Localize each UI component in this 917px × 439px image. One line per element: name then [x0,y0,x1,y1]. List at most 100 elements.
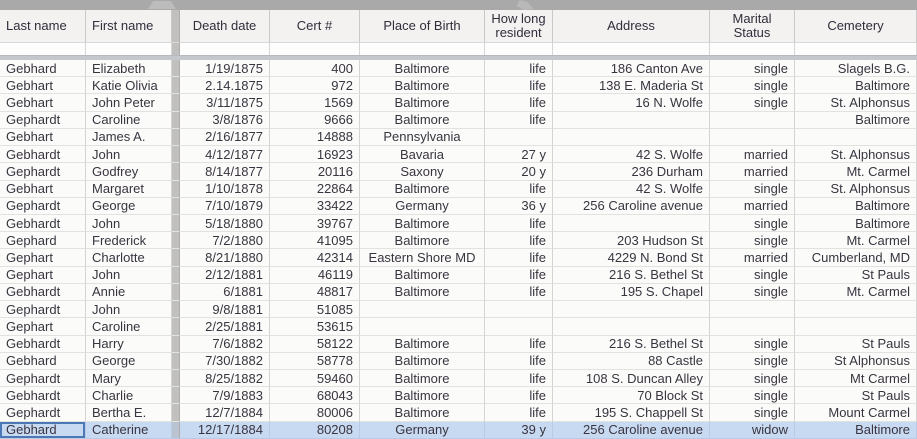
cell[interactable]: 236 Durham [553,163,710,181]
cell[interactable]: Germany [360,421,485,439]
cell[interactable] [485,301,553,319]
cell[interactable]: Saxony [360,163,485,181]
cell[interactable]: Gebhardt [0,387,86,405]
cell[interactable] [710,128,795,147]
cell[interactable]: 48817 [270,283,360,302]
cell[interactable]: 22864 [270,180,360,198]
cell[interactable]: Katie Olivia [86,77,172,95]
cell[interactable]: Gebhart [0,77,86,95]
cell[interactable]: Baltimore [360,60,485,78]
cell[interactable]: 39 y [485,421,553,439]
cell[interactable] [360,301,485,319]
cell[interactable]: St. Alphonsus [795,146,917,164]
cell[interactable]: St Pauls [795,387,917,405]
cell[interactable]: 3/8/1876 [180,111,270,129]
cell[interactable]: life [485,352,553,370]
cell[interactable]: 7/6/1882 [180,335,270,353]
header-cell[interactable]: Place of Birth [360,10,485,43]
cell[interactable]: 12/17/1884 [180,421,270,439]
cell[interactable]: 3/11/1875 [180,94,270,112]
cell[interactable] [553,111,710,129]
cell[interactable]: Baltimore [795,421,917,439]
cell[interactable]: Gebhard [0,352,86,370]
cell[interactable]: 4/12/1877 [180,146,270,164]
cell[interactable]: 972 [270,77,360,95]
cell[interactable]: 20 y [485,163,553,181]
cell[interactable]: Gephart [0,318,86,336]
cell[interactable]: Gebhardt [0,214,86,233]
cell[interactable]: Baltimore [360,404,485,422]
cell[interactable]: 12/7/1884 [180,404,270,422]
cell[interactable]: Annie [86,283,172,302]
cell[interactable]: 16 N. Wolfe [553,94,710,112]
cell[interactable]: Baltimore [360,369,485,388]
cell[interactable]: 7/10/1879 [180,197,270,215]
cell[interactable] [795,301,917,319]
cell[interactable]: 256 Caroline avenue [553,421,710,439]
cell[interactable]: Baltimore [795,197,917,215]
cell[interactable] [553,318,710,336]
cell[interactable]: life [485,94,553,112]
cell[interactable]: 53615 [270,318,360,336]
cell[interactable]: Margaret [86,180,172,198]
cell[interactable]: Baltimore [360,77,485,95]
cell[interactable]: St Pauls [795,266,917,284]
header-spacer-cell[interactable] [86,43,172,55]
cell[interactable]: Slagels B.G. [795,60,917,78]
cell[interactable]: Baltimore [795,111,917,129]
cell[interactable]: 256 Caroline avenue [553,197,710,215]
cell[interactable]: 33422 [270,197,360,215]
header-cell[interactable]: Cemetery [795,10,917,43]
cell[interactable]: Baltimore [360,283,485,302]
cell[interactable]: 195 S. Chappell St [553,404,710,422]
cell[interactable]: Gebhardt [0,283,86,302]
cell[interactable]: life [485,404,553,422]
cell[interactable]: Baltimore [360,335,485,353]
cell[interactable] [553,301,710,319]
cell[interactable]: married [710,163,795,181]
cell[interactable]: 6/1881 [180,283,270,302]
cell[interactable]: 20116 [270,163,360,181]
cell[interactable] [795,128,917,147]
cell[interactable]: St Alphonsus [795,352,917,370]
cell[interactable]: Gebhardt [0,146,86,164]
cell[interactable]: Frederick [86,232,172,250]
cell[interactable]: single [710,232,795,250]
cell[interactable]: 7/2/1880 [180,232,270,250]
cell[interactable]: life [485,335,553,353]
cell[interactable]: married [710,249,795,267]
cell[interactable]: 88 Castle [553,352,710,370]
cell[interactable]: St. Alphonsus [795,94,917,112]
cell[interactable]: Pennsylvania [360,128,485,147]
cell[interactable]: 51085 [270,301,360,319]
header-cell[interactable]: Address [553,10,710,43]
cell[interactable] [710,111,795,129]
cell[interactable]: 42314 [270,249,360,267]
cell[interactable]: Gebhardt [0,335,86,353]
cell[interactable]: Gephardt [0,369,86,388]
header-cell[interactable]: How long resident [485,10,553,43]
cell[interactable]: Mt. Carmel [795,232,917,250]
cell[interactable]: single [710,283,795,302]
cell[interactable]: Baltimore [360,266,485,284]
cell[interactable]: Mt. Carmel [795,283,917,302]
header-spacer-cell[interactable] [795,43,917,55]
cell[interactable]: Baltimore [360,180,485,198]
cell[interactable]: 8/21/1880 [180,249,270,267]
cell[interactable] [710,318,795,336]
cell[interactable]: Baltimore [360,352,485,370]
cell[interactable]: George [86,352,172,370]
cell[interactable]: Baltimore [795,77,917,95]
cell[interactable]: Bavaria [360,146,485,164]
cell[interactable]: Charlie [86,387,172,405]
cell[interactable]: 59460 [270,369,360,388]
cell[interactable]: widow [710,421,795,439]
cell[interactable]: married [710,197,795,215]
cell[interactable]: 1/10/1878 [180,180,270,198]
cell[interactable]: 108 S. Duncan Alley [553,369,710,388]
cell[interactable]: George [86,197,172,215]
cell[interactable]: life [485,283,553,302]
cell[interactable]: 216 S. Bethel St [553,335,710,353]
cell[interactable]: 2/12/1881 [180,266,270,284]
cell[interactable]: 68043 [270,387,360,405]
